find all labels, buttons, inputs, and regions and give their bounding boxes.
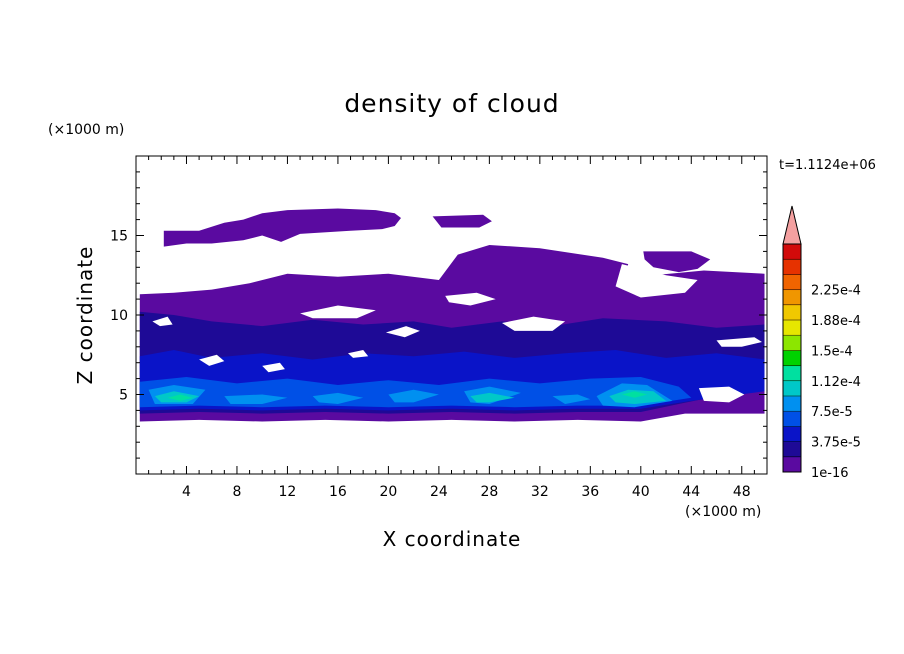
cloud-gap-0 [401,240,471,255]
density-level-7-region-0 [167,394,193,401]
colorbar-label: 1.88e-4 [811,314,861,329]
y-axis-label: Z coordinate [73,246,97,385]
colorbar-swatch-4 [783,396,801,412]
colorbar-extend-arrow [782,205,802,245]
density-level-5-region-1 [224,394,288,404]
colorbar-swatch-5 [783,380,801,397]
x-axis-label: X coordinate [383,527,522,551]
colorbar-label: 2.25e-4 [811,284,861,299]
colorbar: 1e-16 3.75e-5 7.5e-5 1.12e-4 1.5e-4 1.88e-4 2.… [782,205,861,481]
cloud-gap-2 [445,292,496,306]
density-level-6-region-1 [470,392,515,403]
cloud-gap-11 [698,386,745,403]
density-level-7-region-1 [621,391,648,398]
y-tick-label: 15 [110,229,128,245]
density-level-1-region-1 [163,208,401,247]
colorbar-swatch-2 [783,426,801,443]
x-tick-label: 8 [232,484,241,500]
colorbar-swatch-14 [783,244,801,260]
colorbar-swatch-1 [783,441,801,458]
cloud-gap-9 [199,354,225,366]
colorbar-swatch-13 [783,259,801,275]
colorbar-frame [782,243,802,473]
x-tick-label: 28 [480,484,498,500]
colorbar-swatch-10 [783,304,801,321]
time-label: t=1.1124e+06 [779,158,876,173]
colorbar-swatch-7 [783,350,801,367]
colorbar-label: 3.75e-5 [811,436,861,451]
chart-title: density of cloud [344,89,559,118]
cloud-gap-3 [300,305,376,319]
x-axis-unit: (×1000 m) [685,504,761,520]
density-level-5-region-3 [388,389,439,403]
y-axis-unit: (×1000 m) [48,122,124,138]
colorbar-swatch-3 [783,411,801,427]
density-level-1-region-3 [643,251,711,273]
density-level-5-region-5 [552,394,591,404]
cloud-gap-10 [262,362,285,373]
density-level-1-region-2 [432,214,492,228]
colorbar-swatch-12 [783,274,801,291]
density-level-5-region-2 [312,392,364,404]
colorbar-swatch-11 [783,289,801,306]
x-tick-label: 4 [182,484,191,500]
y-tick-label: 5 [119,388,128,404]
x-tick-label: 16 [329,484,347,500]
colorbar-label: 1e-16 [811,466,849,481]
x-tick-label: 44 [682,484,700,500]
colorbar-label: 1.5e-4 [811,344,853,359]
x-tick-label: 24 [430,484,448,500]
x-tick-label: 32 [531,484,549,500]
density-contour-field [139,208,765,422]
x-tick-label: 12 [279,484,297,500]
colorbar-swatch-9 [783,320,801,336]
colorbar-label: 1.12e-4 [811,375,861,390]
cloud-gap-7 [716,337,762,347]
cloud-gap-6 [385,326,420,338]
x-tick-label: 20 [379,484,397,500]
cloud-gap-5 [502,316,566,331]
cloud-gap-1 [615,264,698,298]
x-tick-label: 40 [632,484,650,500]
cloud-gap-8 [348,350,369,358]
colorbar-swatch-8 [783,335,801,351]
colorbar-swatch-6 [783,365,801,382]
x-tick-label: 48 [733,484,751,500]
colorbar-swatch-0 [783,456,801,473]
colorbar-label: 7.5e-5 [811,405,853,420]
y-tick-label: 10 [110,308,128,324]
cloud-gap-4 [152,316,173,327]
x-tick-label: 36 [581,484,599,500]
